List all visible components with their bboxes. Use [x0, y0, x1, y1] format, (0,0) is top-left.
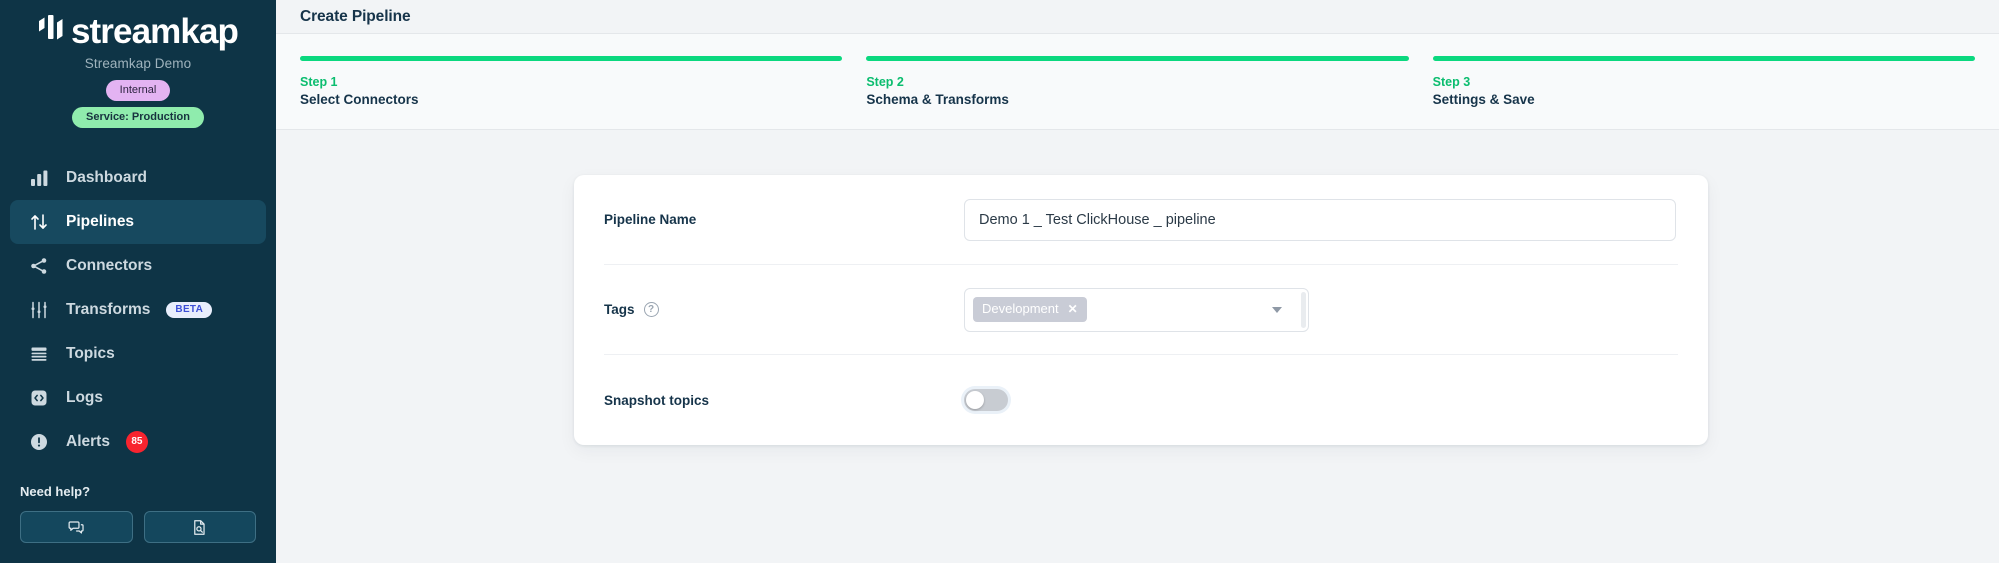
- close-x-icon[interactable]: ✕: [1067, 301, 1078, 316]
- settings-card: Pipeline Name Tags ? Development: [574, 175, 1708, 445]
- sidebar-item-transforms[interactable]: Transforms BETA: [10, 288, 266, 332]
- sidebar-nav: Dashboard Pipelines: [0, 156, 276, 464]
- tags-label: Tags: [604, 302, 635, 317]
- code-brackets-icon: [28, 387, 50, 409]
- sidebar-item-label: Transforms: [66, 300, 151, 318]
- snapshot-toggle-wrap: [964, 389, 1678, 411]
- step-number: Step 3: [1432, 75, 1471, 89]
- sidebar-item-label: Alerts: [66, 432, 110, 450]
- tags-multiselect[interactable]: Development ✕: [964, 287, 1309, 332]
- sidebar-item-dashboard[interactable]: Dashboard: [10, 156, 266, 200]
- logo-row: streamkap: [0, 14, 276, 49]
- step-1[interactable]: Step 1 Select Connectors: [300, 56, 843, 129]
- tag-chip-label: Development: [982, 301, 1059, 317]
- sidebar-item-topics[interactable]: Topics: [10, 332, 266, 376]
- bar-chart-icon: [28, 167, 50, 189]
- step-title: Settings & Save: [1432, 92, 1535, 107]
- tags-row: Tags ? Development ✕: [604, 265, 1678, 355]
- sidebar: streamkap Streamkap Demo Internal Servic…: [0, 0, 276, 563]
- brand-name: streamkap: [70, 12, 239, 51]
- sidebar-item-connectors[interactable]: Connectors: [10, 244, 266, 288]
- alert-circle-icon: [28, 431, 50, 453]
- tag-chip[interactable]: Development ✕: [973, 297, 1087, 322]
- step-title: Select Connectors: [300, 92, 419, 107]
- help-buttons: [20, 511, 256, 543]
- chevron-down-icon[interactable]: [1272, 306, 1282, 313]
- sidebar-item-label: Topics: [66, 344, 115, 362]
- main-area: Create Pipeline Step 1 Select Connectors…: [276, 0, 1999, 563]
- step-progress-bar: [1432, 56, 1975, 61]
- question-mark-icon[interactable]: ?: [643, 302, 659, 317]
- tags-label-wrap: Tags ?: [604, 302, 964, 317]
- alerts-count-badge: 85: [125, 430, 148, 453]
- brand-subtitle: Streamkap Demo: [84, 56, 192, 71]
- pipeline-name-input[interactable]: [964, 198, 1676, 241]
- pipeline-name-row: Pipeline Name: [604, 175, 1678, 265]
- sliders-icon: [28, 299, 50, 321]
- badge-service-production: Service: Production: [72, 106, 204, 128]
- stacked-lines-icon: [28, 343, 50, 365]
- snapshot-topics-row: Snapshot topics: [604, 355, 1678, 445]
- snapshot-topics-toggle[interactable]: [964, 389, 1008, 411]
- content-area: Pipeline Name Tags ? Development: [276, 130, 1999, 563]
- toggle-knob: [966, 391, 984, 409]
- badge-internal: Internal: [105, 80, 171, 101]
- topbar: Create Pipeline: [276, 0, 1999, 34]
- sidebar-item-label: Connectors: [66, 256, 153, 274]
- sidebar-item-label: Logs: [66, 388, 104, 406]
- chat-support-button[interactable]: [20, 511, 133, 543]
- sidebar-item-label: Dashboard: [66, 168, 147, 186]
- beta-badge: BETA: [166, 301, 213, 318]
- sidebar-item-pipelines[interactable]: Pipelines: [10, 199, 266, 244]
- brand-badges: Internal Service: Production: [0, 80, 276, 128]
- tags-field-wrap: Development ✕: [964, 287, 1678, 332]
- pipeline-name-label: Pipeline Name: [604, 212, 697, 227]
- sidebar-item-logs[interactable]: Logs: [10, 376, 266, 420]
- document-search-icon: [191, 519, 208, 536]
- share-nodes-icon: [28, 255, 50, 277]
- documentation-button[interactable]: [143, 511, 256, 543]
- step-3[interactable]: Step 3 Settings & Save: [1432, 56, 1975, 129]
- help-title: Need help?: [20, 484, 91, 499]
- sidebar-item-label: Pipelines: [66, 212, 135, 230]
- tags-scrollbar[interactable]: [1301, 291, 1306, 328]
- step-number: Step 2: [866, 75, 904, 89]
- step-number: Step 1: [300, 75, 338, 89]
- brand-block: streamkap Streamkap Demo Internal Servic…: [0, 0, 276, 128]
- progress-stepper: Step 1 Select Connectors Step 2 Schema &…: [276, 34, 1999, 130]
- step-progress-bar: [866, 56, 1409, 61]
- step-2[interactable]: Step 2 Schema & Transforms: [866, 56, 1409, 129]
- step-progress-bar: [300, 56, 843, 61]
- arrows-updown-icon: [28, 211, 50, 233]
- streamkap-logo-icon: [38, 14, 64, 49]
- sidebar-item-alerts[interactable]: Alerts 85: [10, 420, 266, 464]
- snapshot-topics-label: Snapshot topics: [604, 392, 710, 408]
- step-title: Schema & Transforms: [866, 92, 1009, 107]
- page-title: Create Pipeline: [300, 7, 411, 25]
- chat-bubbles-icon: [68, 519, 85, 536]
- pipeline-name-field-wrap: [964, 198, 1678, 241]
- help-section: Need help?: [0, 484, 276, 543]
